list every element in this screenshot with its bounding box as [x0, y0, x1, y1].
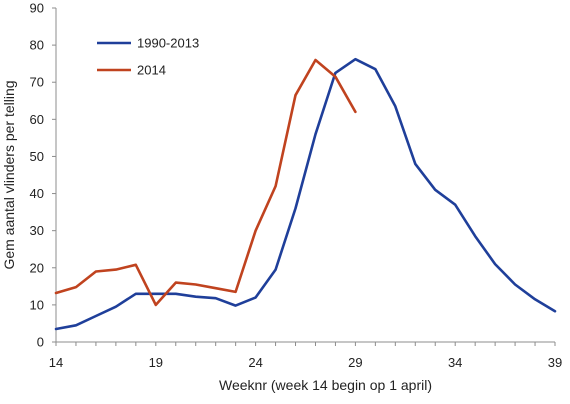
x-axis-label: Weeknr (week 14 begin op 1 april)	[219, 377, 432, 393]
y-axis-ticks: 0 10 20 30 40 50 60 70 80 90	[30, 1, 56, 350]
y-tick-label: 20	[30, 260, 44, 275]
legend: 1990-2013 2014	[97, 36, 199, 78]
x-tick-label: 29	[348, 355, 362, 370]
series-line-1	[54, 57, 557, 331]
y-tick-label: 90	[30, 1, 44, 16]
x-tick-label: 24	[248, 355, 262, 370]
x-tick-label: 14	[49, 355, 63, 370]
x-tick-label: 19	[149, 355, 163, 370]
x-tick-label: 34	[448, 355, 462, 370]
legend-label: 1990-2013	[137, 36, 199, 51]
legend-label: 2014	[137, 63, 166, 78]
y-tick-label: 70	[30, 75, 44, 90]
y-tick-label: 30	[30, 223, 44, 238]
y-tick-label: 80	[30, 38, 44, 53]
y-tick-label: 40	[30, 186, 44, 201]
y-tick-label: 0	[37, 335, 44, 350]
series-line-2	[54, 58, 357, 307]
y-tick-label: 10	[30, 297, 44, 312]
axes	[55, 8, 555, 343]
x-axis-ticks: 14 19 24 29 34 39	[49, 342, 562, 370]
y-tick-label: 60	[30, 112, 44, 127]
y-tick-label: 50	[30, 149, 44, 164]
x-tick-label: 39	[548, 355, 562, 370]
y-axis-label: Gem aantal vlinders per telling	[1, 80, 17, 269]
series-lines	[54, 57, 557, 331]
